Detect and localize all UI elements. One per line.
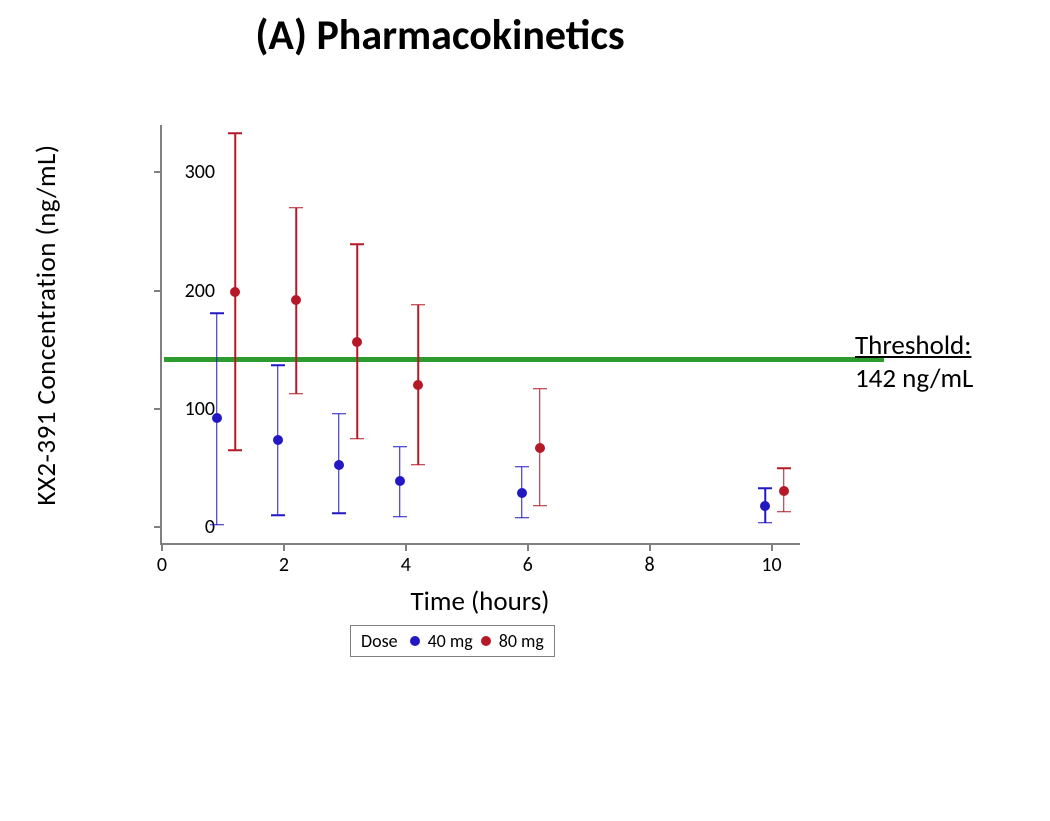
legend-swatch-40mg: [410, 636, 420, 646]
error-cap: [350, 244, 364, 246]
data-point: [291, 295, 301, 305]
x-tick-label: 8: [635, 553, 665, 577]
y-tick-label: 0: [165, 515, 215, 539]
y-tick-label: 100: [165, 397, 215, 421]
x-tick: [771, 543, 773, 551]
chart-title: (A) Pharmacokinetics: [0, 10, 880, 61]
data-point: [334, 460, 344, 470]
error-cap: [228, 450, 242, 452]
data-point: [273, 435, 283, 445]
error-cap: [533, 388, 547, 390]
data-point: [535, 443, 545, 453]
y-tick-label: 200: [165, 279, 215, 303]
data-point: [230, 287, 240, 297]
x-tick-label: 4: [391, 553, 421, 577]
threshold-heading: Threshold:: [855, 329, 971, 362]
error-cap: [758, 487, 772, 489]
error-cap: [393, 516, 407, 518]
data-point: [413, 380, 423, 390]
x-tick-label: 10: [757, 553, 787, 577]
legend-label-80mg: 80 mg: [499, 630, 544, 652]
data-point: [779, 486, 789, 496]
error-cap: [777, 467, 791, 469]
y-tick: [154, 526, 162, 528]
x-tick: [161, 543, 163, 551]
error-cap: [271, 515, 285, 517]
legend-title: Dose: [361, 630, 398, 652]
threshold-label: Threshold: 142 ng/mL: [855, 329, 973, 395]
x-tick: [649, 543, 651, 551]
x-tick-label: 2: [269, 553, 299, 577]
x-tick-label: 6: [513, 553, 543, 577]
error-cap: [332, 413, 346, 415]
error-cap: [289, 207, 303, 209]
data-point: [517, 488, 527, 498]
error-cap: [411, 304, 425, 306]
x-tick: [405, 543, 407, 551]
error-cap: [515, 517, 529, 519]
error-cap: [210, 524, 224, 526]
y-tick: [154, 290, 162, 292]
threshold-line: [164, 357, 884, 362]
plot-area: 01002003000246810: [160, 125, 800, 545]
error-cap: [758, 522, 772, 524]
error-cap: [271, 364, 285, 366]
error-cap: [393, 446, 407, 448]
x-axis-title: Time (hours): [160, 585, 800, 618]
chart-container: 0 100 200 300 0 2 4 6 8 10: [100, 115, 820, 635]
error-cap: [777, 511, 791, 513]
x-tick: [283, 543, 285, 551]
error-cap: [289, 393, 303, 395]
data-point: [760, 501, 770, 511]
legend-label-40mg: 40 mg: [428, 630, 473, 652]
legend: Dose 40 mg 80 mg: [350, 625, 555, 657]
y-tick: [154, 171, 162, 173]
y-tick-label: 300: [165, 160, 215, 184]
error-cap: [332, 512, 346, 514]
data-point: [395, 476, 405, 486]
error-cap: [350, 438, 364, 440]
legend-swatch-80mg: [481, 636, 491, 646]
x-tick-label: 0: [147, 553, 177, 577]
data-point: [352, 337, 362, 347]
x-tick: [527, 543, 529, 551]
error-cap: [210, 312, 224, 314]
error-cap: [533, 505, 547, 507]
data-point: [212, 413, 222, 423]
error-cap: [228, 133, 242, 135]
error-cap: [515, 466, 529, 468]
y-tick: [154, 408, 162, 410]
y-axis-title: KX2-391 Concentration (ng/mL): [30, 115, 63, 535]
error-cap: [411, 464, 425, 466]
threshold-value-text: 142 ng/mL: [855, 362, 973, 395]
